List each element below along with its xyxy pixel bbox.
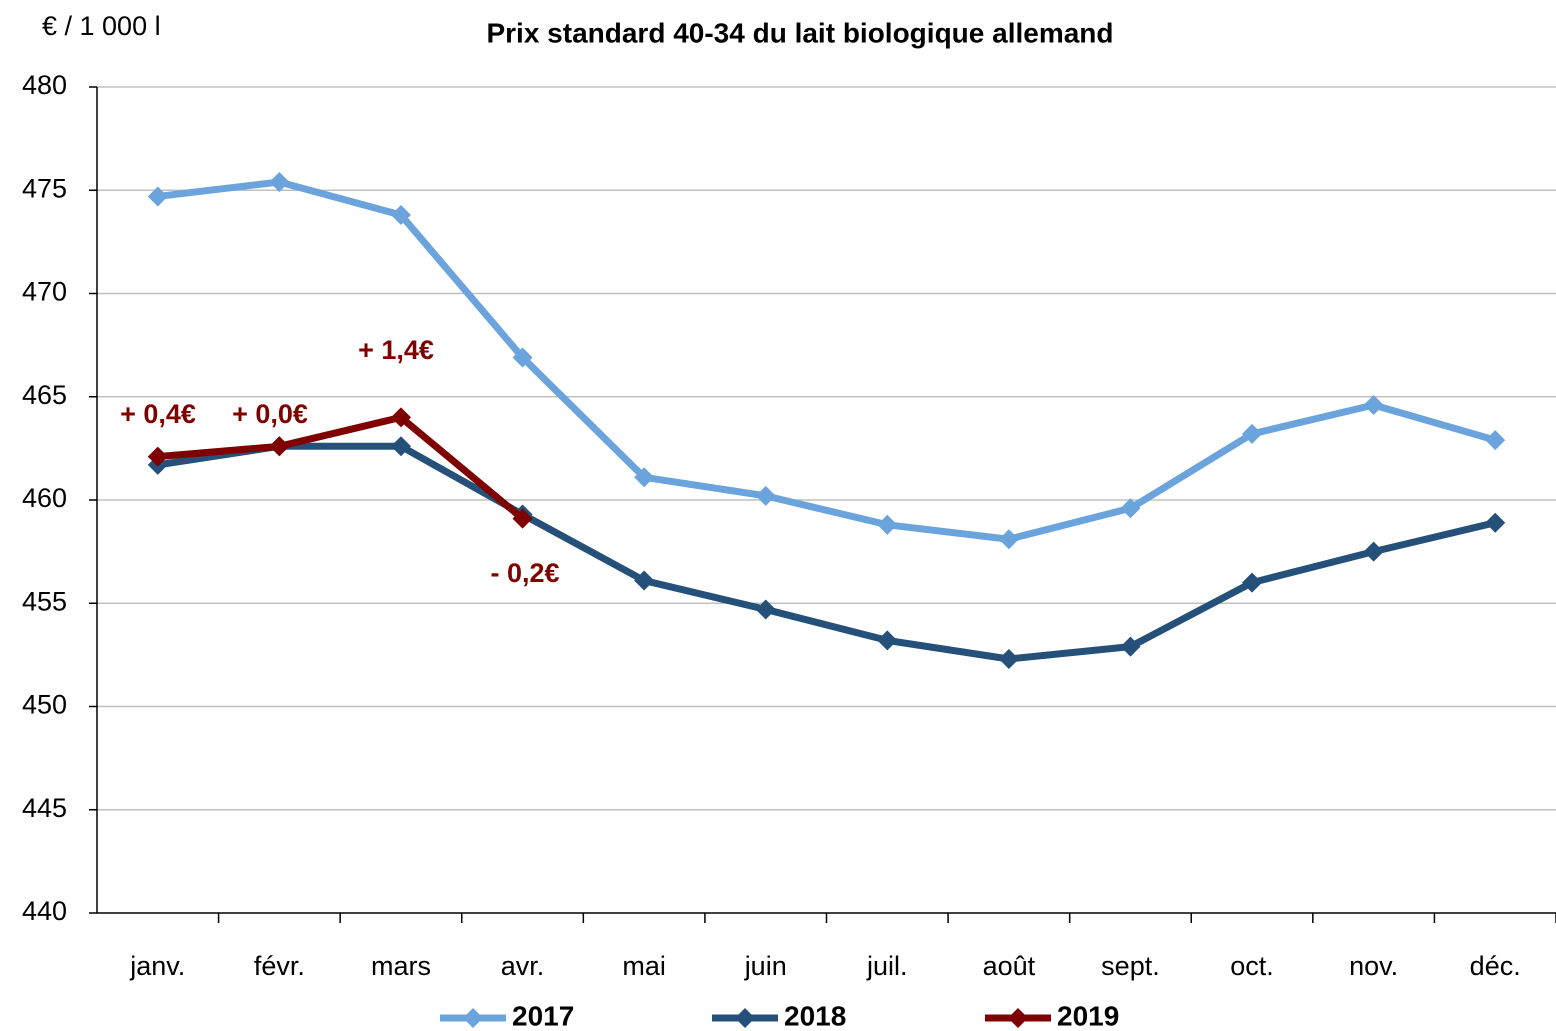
x-tick-label: mai (622, 951, 666, 981)
y-tick-label: 455 (22, 586, 67, 616)
point-marker (1363, 541, 1384, 562)
point-marker (634, 467, 655, 488)
point-marker (755, 485, 776, 506)
x-tick-label: déc. (1470, 951, 1521, 981)
series-line (157, 442, 1497, 663)
x-tick-label: mars (371, 951, 431, 981)
point-marker (1120, 636, 1141, 657)
point-marker (998, 649, 1019, 670)
x-tick-label: août (983, 951, 1036, 981)
point-marker (877, 630, 898, 651)
y-tick-label: 480 (22, 70, 67, 100)
series-line (157, 413, 525, 522)
x-tick-label: oct. (1230, 951, 1274, 981)
x-tick-label: sept. (1101, 951, 1160, 981)
y-tick-label: 465 (22, 380, 67, 410)
x-tick-label: juin (744, 951, 787, 981)
chart-title: Prix standard 40-34 du lait biologique a… (486, 17, 1113, 48)
annotation: + 0,4€ (120, 399, 196, 429)
point-marker (998, 529, 1019, 550)
legend-marker (1008, 1008, 1028, 1028)
point-marker (1120, 498, 1141, 519)
legend-label: 2017 (512, 1000, 574, 1031)
point-marker (147, 186, 168, 207)
point-marker (1242, 423, 1263, 444)
point-marker (390, 436, 411, 457)
point-marker (147, 446, 168, 467)
x-tick-label: juil. (866, 951, 908, 981)
point-marker (512, 508, 533, 529)
y-axis-label: € / 1 000 l (42, 11, 161, 41)
y-tick-label: 470 (22, 277, 67, 307)
y-tick-label: 450 (22, 690, 67, 720)
point-marker (1242, 572, 1263, 593)
point-marker (755, 599, 776, 620)
point-marker (1363, 395, 1384, 416)
point-marker (269, 171, 290, 192)
x-tick-label: févr. (254, 951, 305, 981)
point-marker (634, 570, 655, 591)
x-tick-label: avr. (501, 951, 545, 981)
point-marker (512, 347, 533, 368)
point-marker (1485, 512, 1506, 533)
point-marker (390, 205, 411, 226)
x-tick-label: nov. (1349, 951, 1398, 981)
y-tick-label: 445 (22, 793, 67, 823)
legend-marker (463, 1008, 483, 1028)
annotation: + 1,4€ (358, 335, 434, 365)
point-marker (390, 407, 411, 428)
y-tick-label: 440 (22, 896, 67, 926)
y-tick-label: 475 (22, 173, 67, 203)
legend-marker (735, 1008, 755, 1028)
point-marker (269, 436, 290, 457)
annotation: + 0,0€ (232, 399, 308, 429)
legend-label: 2019 (1057, 1000, 1119, 1031)
annotation: - 0,2€ (490, 558, 559, 588)
x-tick-label: janv. (129, 951, 185, 981)
point-marker (1485, 430, 1506, 451)
legend-label: 2018 (784, 1000, 846, 1031)
series-line (157, 178, 1497, 543)
y-tick-label: 460 (22, 483, 67, 513)
point-marker (877, 514, 898, 535)
